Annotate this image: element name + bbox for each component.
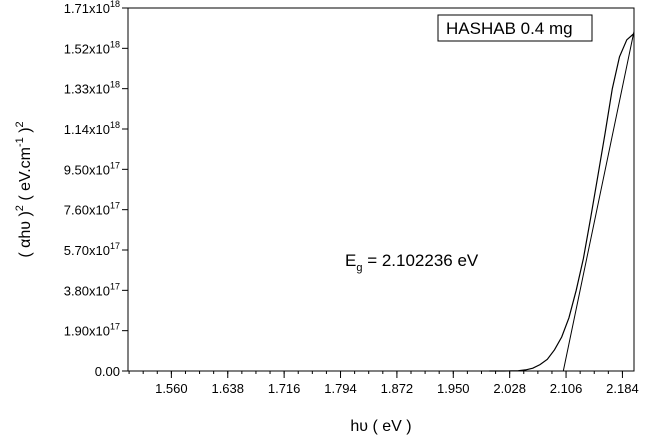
x-tick-label: 2.028 (493, 381, 526, 396)
legend: HASHAB 0.4 mg (437, 14, 593, 42)
x-tick-label: 1.560 (155, 381, 188, 396)
absorption-curve (489, 33, 635, 372)
y-tick-label: 1.33x1018 (64, 80, 120, 97)
x-tick-label: 2.184 (606, 381, 639, 396)
data-series (489, 31, 635, 372)
y-axis-title: ( αhυ )2 ( eV.cm-1 )2 (14, 121, 34, 257)
x-axis: 1.560 1.638 1.716 1.794 1.872 1.950 2.028 2.106… (155, 371, 639, 396)
y-tick-label: 5.70x1017 (64, 241, 120, 258)
y-tick-label: 7.60x1017 (64, 201, 120, 218)
x-tick-label: 1.872 (381, 381, 414, 396)
y-tick-label: 9.50x1017 (64, 160, 120, 177)
band-gap-annotation: Eg = 2.102236 eV (345, 251, 479, 274)
y-tick-label: 0.00 (95, 364, 120, 379)
x-axis-title: hυ ( eV ) (350, 418, 411, 435)
y-tick-label: 1.14x1018 (64, 120, 120, 137)
x-tick-label: 2.106 (550, 381, 583, 396)
y-tick-label: 1.71x1018 (64, 0, 120, 16)
x-tick-label: 1.950 (437, 381, 470, 396)
legend-label: HASHAB 0.4 mg (446, 19, 573, 38)
plot-frame (127, 7, 635, 372)
legend-box (437, 14, 593, 42)
x-tick-label: 1.794 (324, 381, 357, 396)
y-axis: 0.00 1.90x1017 3.80x1017 5.70x1017 7.60x1017… (64, 0, 128, 379)
x-tick-label: 1.638 (211, 381, 244, 396)
y-tick-label: 1.90x1017 (64, 322, 120, 339)
y-tick-label: 1.52x1018 (64, 39, 120, 56)
tauc-fit-line (562, 31, 635, 372)
x-tick-label: 1.716 (268, 381, 301, 396)
y-tick-label: 3.80x1017 (64, 281, 120, 298)
